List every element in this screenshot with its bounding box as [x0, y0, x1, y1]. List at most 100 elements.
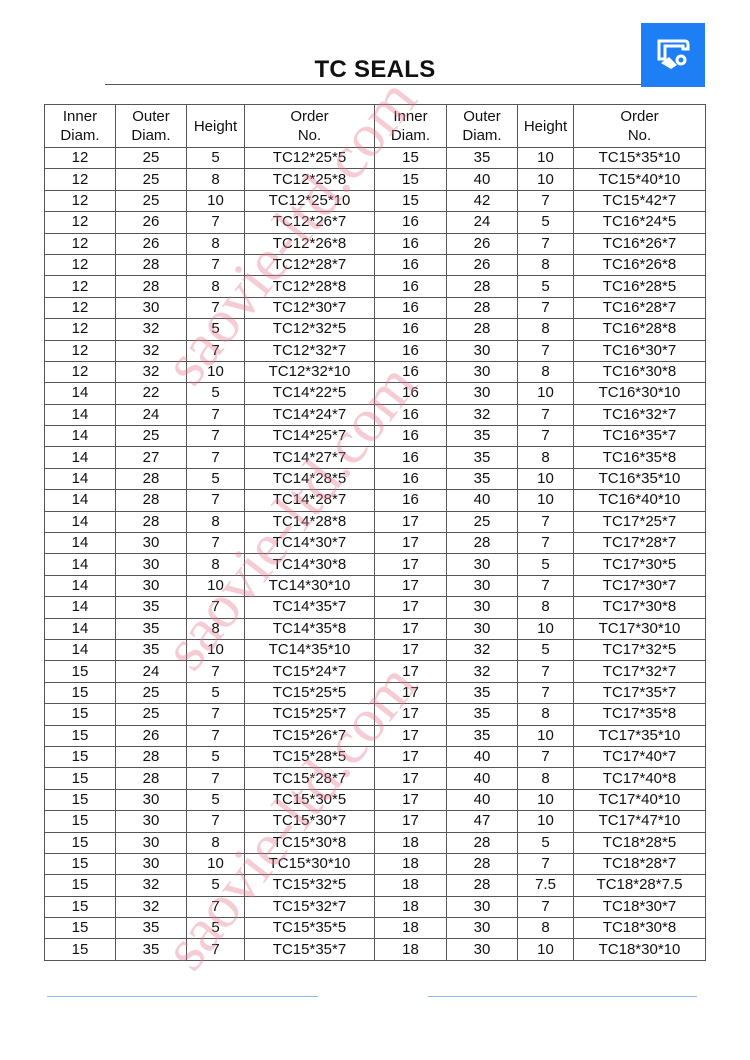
inner-diam-cell: 15 — [374, 189, 447, 213]
outer-diam-cell: 35 — [115, 638, 187, 662]
outer-diam-cell: 26 — [115, 724, 187, 747]
order-no-cell: TC14*22*5 — [244, 382, 375, 405]
inner-diam-cell: 14 — [44, 574, 116, 598]
table-row: 14 30 10 TC14*30*10 17 30 7 TC17*30*7 — [44, 574, 706, 598]
outer-diam-cell: 28 — [446, 874, 518, 897]
table-row: 15 35 7 TC15*35*7 18 30 10 TC18*30*10 — [44, 938, 706, 961]
table-row: 15 24 7 TC15*24*7 17 32 7 TC17*32*7 — [44, 660, 706, 683]
order-no-cell: TC15*25*5 — [244, 681, 375, 705]
order-no-cell: TC18*30*7 — [573, 895, 706, 919]
header-height: Height — [517, 104, 574, 148]
header-outer-diam: Outer Diam. — [446, 104, 518, 148]
inner-diam-cell: 15 — [44, 767, 116, 790]
height-cell: 7 — [517, 425, 574, 448]
inner-diam-cell: 12 — [44, 211, 116, 234]
order-no-cell: TC12*32*5 — [244, 318, 375, 341]
height-cell: 8 — [517, 917, 574, 940]
outer-diam-cell: 30 — [446, 596, 518, 619]
inner-diam-cell: 17 — [374, 638, 447, 662]
outer-diam-cell: 30 — [446, 553, 518, 576]
inner-diam-cell: 16 — [374, 339, 447, 362]
outer-diam-cell: 24 — [446, 211, 518, 234]
order-no-cell: TC15*40*10 — [573, 168, 706, 191]
outer-diam-cell: 35 — [115, 596, 187, 619]
inner-diam-cell: 17 — [374, 788, 447, 812]
order-no-cell: TC17*47*10 — [573, 810, 706, 833]
height-cell: 8 — [186, 232, 245, 255]
order-no-cell: TC17*30*10 — [573, 617, 706, 640]
order-no-cell: TC12*28*7 — [244, 253, 375, 277]
inner-diam-cell: 18 — [374, 895, 447, 919]
order-no-cell: TC18*30*8 — [573, 917, 706, 940]
inner-diam-cell: 15 — [44, 810, 116, 833]
table-row: 15 28 7 TC15*28*7 17 40 8 TC17*40*8 — [44, 767, 706, 790]
order-no-cell: TC17*32*5 — [573, 638, 706, 662]
order-no-cell: TC16*35*8 — [573, 446, 706, 469]
outer-diam-cell: 30 — [115, 553, 187, 576]
table-row: 14 28 5 TC14*28*5 16 35 10 TC16*35*10 — [44, 467, 706, 491]
height-cell: 7 — [186, 724, 245, 747]
height-cell: 5 — [517, 553, 574, 576]
inner-diam-cell: 12 — [44, 253, 116, 277]
table-row: 14 28 7 TC14*28*7 16 40 10 TC16*40*10 — [44, 489, 706, 512]
height-cell: 10 — [517, 382, 574, 405]
inner-diam-cell: 17 — [374, 767, 447, 790]
outer-diam-cell: 26 — [446, 232, 518, 255]
height-cell: 7 — [186, 296, 245, 320]
outer-diam-cell: 35 — [446, 724, 518, 747]
inner-diam-cell: 17 — [374, 532, 447, 555]
order-no-cell: TC16*28*8 — [573, 318, 706, 341]
inner-diam-cell: 14 — [44, 532, 116, 555]
inner-diam-cell: 15 — [44, 938, 116, 961]
order-no-cell: TC14*28*5 — [244, 467, 375, 491]
outer-diam-cell: 26 — [446, 253, 518, 277]
inner-diam-cell: 16 — [374, 275, 447, 298]
height-cell: 7 — [186, 489, 245, 512]
order-no-cell: TC16*28*7 — [573, 296, 706, 320]
table-row: 15 32 5 TC15*32*5 18 28 7.5 TC18*28*7.5 — [44, 874, 706, 897]
order-no-cell: TC17*40*7 — [573, 745, 706, 769]
inner-diam-cell: 15 — [44, 724, 116, 747]
outer-diam-cell: 30 — [115, 532, 187, 555]
table-row: 12 26 8 TC12*26*8 16 26 7 TC16*26*7 — [44, 232, 706, 255]
height-cell: 7 — [517, 895, 574, 919]
order-no-cell: TC16*30*7 — [573, 339, 706, 362]
height-cell: 7 — [186, 895, 245, 919]
inner-diam-cell: 16 — [374, 467, 447, 491]
inner-diam-cell: 12 — [44, 275, 116, 298]
table-row: 12 25 5 TC12*25*5 15 35 10 TC15*35*10 — [44, 146, 706, 170]
order-no-cell: TC17*32*7 — [573, 660, 706, 683]
order-no-cell: TC14*25*7 — [244, 425, 375, 448]
order-no-cell: TC16*26*7 — [573, 232, 706, 255]
order-no-cell: TC12*25*5 — [244, 146, 375, 170]
inner-diam-cell: 15 — [44, 852, 116, 876]
header-inner-diam: Inner Diam. — [374, 104, 447, 148]
order-no-cell: TC12*25*10 — [244, 189, 375, 213]
table-row: 14 27 7 TC14*27*7 16 35 8 TC16*35*8 — [44, 446, 706, 469]
inner-diam-cell: 17 — [374, 724, 447, 747]
inner-diam-cell: 17 — [374, 703, 447, 726]
height-cell: 7 — [186, 938, 245, 961]
inner-diam-cell: 14 — [44, 510, 116, 534]
page-title: TC SEALS — [314, 56, 436, 83]
outer-diam-cell: 35 — [115, 938, 187, 961]
outer-diam-cell: 25 — [446, 510, 518, 534]
table-row: 12 26 7 TC12*26*7 16 24 5 TC16*24*5 — [44, 211, 706, 234]
outer-diam-cell: 32 — [446, 638, 518, 662]
outer-diam-cell: 40 — [446, 767, 518, 790]
table-row: 15 30 7 TC15*30*7 17 47 10 TC17*47*10 — [44, 810, 706, 833]
order-no-cell: TC17*40*10 — [573, 788, 706, 812]
height-cell: 10 — [517, 788, 574, 812]
header-height: Height — [186, 104, 245, 148]
inner-diam-cell: 16 — [374, 253, 447, 277]
inner-diam-cell: 16 — [374, 382, 447, 405]
inner-diam-cell: 15 — [44, 681, 116, 705]
height-cell: 10 — [517, 467, 574, 491]
order-no-cell: TC15*25*7 — [244, 703, 375, 726]
height-cell: 5 — [186, 382, 245, 405]
order-no-cell: TC12*25*8 — [244, 168, 375, 191]
order-no-cell: TC15*28*7 — [244, 767, 375, 790]
header-inner-diam: Inner Diam. — [44, 104, 116, 148]
inner-diam-cell: 15 — [44, 745, 116, 769]
order-no-cell: TC16*30*10 — [573, 382, 706, 405]
